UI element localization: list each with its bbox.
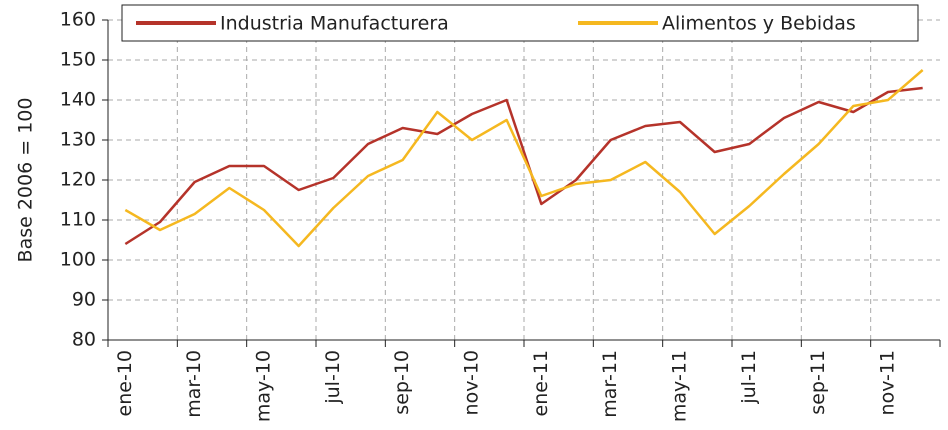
y-tick-label: 90 (72, 289, 96, 311)
x-tick-label: may-10 (253, 350, 275, 422)
y-axis-label: Base 2006 = 100 (15, 98, 37, 263)
x-tick-label: ene-11 (530, 350, 552, 416)
y-tick-label: 130 (60, 129, 96, 151)
x-tick-label: jul-10 (322, 350, 344, 405)
y-tick-label: 110 (60, 209, 96, 231)
legend-label: Alimentos y Bebidas (662, 13, 856, 35)
series-line (124, 86, 923, 246)
y-tick-label: 150 (60, 49, 96, 71)
x-tick-label: mar-11 (599, 350, 621, 418)
x-tick-label: nov-10 (461, 350, 483, 415)
series-line (124, 69, 924, 248)
y-tick-label: 160 (60, 9, 96, 31)
x-tick-label: nov-11 (877, 350, 899, 415)
x-tick-label: sep-10 (391, 350, 413, 415)
legend-label: Industria Manufacturera (220, 13, 449, 35)
y-tick-label: 80 (72, 329, 96, 351)
y-tick-label: 140 (60, 89, 96, 111)
legend-box (121, 4, 919, 42)
y-tick-label: 120 (60, 169, 96, 191)
x-tick-label: mar-10 (183, 350, 205, 418)
y-tick-label: 100 (60, 249, 96, 271)
x-tick-label: ene-10 (114, 350, 136, 416)
x-tick-label: jul-11 (738, 350, 760, 405)
x-tick-label: sep-11 (807, 350, 829, 415)
x-tick-label: may-11 (669, 350, 691, 422)
